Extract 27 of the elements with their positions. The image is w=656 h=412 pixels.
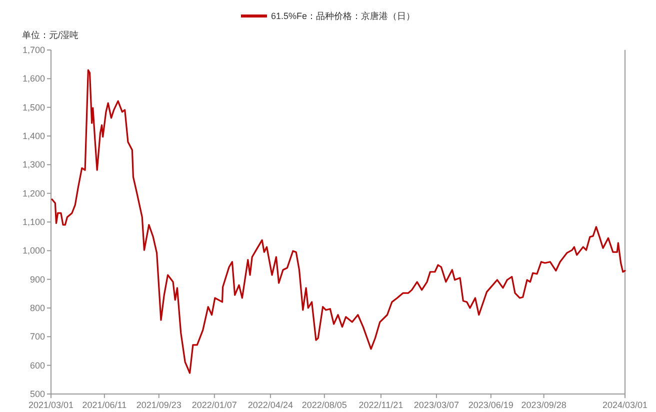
x-tick-label: 2021/09/23 bbox=[136, 400, 182, 410]
x-tick-label: 2024/03/01 bbox=[602, 400, 648, 410]
y-tick-label: 500 bbox=[30, 389, 45, 399]
y-tick-label: 1,700 bbox=[22, 45, 45, 55]
x-tick-label: 2022/08/05 bbox=[302, 400, 347, 410]
y-tick-label: 1,200 bbox=[22, 188, 45, 198]
x-tick-label: 2022/01/07 bbox=[192, 400, 237, 410]
y-tick-label: 1,500 bbox=[22, 102, 45, 112]
y-tick-label: 700 bbox=[30, 332, 45, 342]
line-series bbox=[51, 69, 626, 374]
y-tick-label: 800 bbox=[30, 303, 45, 313]
x-tick-label: 2023/06/19 bbox=[468, 400, 514, 410]
x-tick-label: 2021/06/11 bbox=[82, 400, 127, 410]
y-tick-label: 600 bbox=[30, 360, 45, 370]
legend-label: 61.5%Fe：品种价格：京唐港（日） bbox=[270, 11, 416, 21]
x-tick-label: 2023/09/28 bbox=[521, 400, 566, 410]
y-axis-title: 单位：元/湿吨 bbox=[22, 30, 79, 40]
x-tick-label: 2022/04/24 bbox=[248, 400, 293, 410]
x-tick-label: 2023/03/07 bbox=[414, 400, 459, 410]
x-tick-label: 2022/11/21 bbox=[358, 400, 404, 410]
y-tick-label: 900 bbox=[30, 274, 45, 284]
y-tick-label: 1,000 bbox=[22, 246, 45, 256]
y-tick-label: 1,600 bbox=[22, 74, 45, 84]
x-tick-label: 2021/03/01 bbox=[28, 400, 74, 410]
y-tick-label: 1,300 bbox=[22, 160, 45, 170]
y-tick-label: 1,100 bbox=[22, 217, 45, 227]
y-tick-label: 1,400 bbox=[22, 131, 45, 141]
